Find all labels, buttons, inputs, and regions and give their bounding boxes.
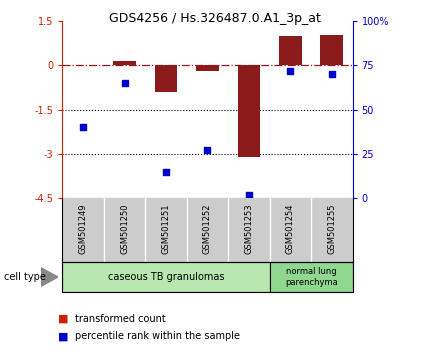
Text: GSM501255: GSM501255	[327, 204, 336, 254]
Bar	[196, 65, 219, 72]
Text: GSM501251: GSM501251	[162, 204, 171, 254]
Text: GSM501250: GSM501250	[120, 204, 129, 254]
Text: GSM501253: GSM501253	[244, 204, 253, 254]
Point	[80, 125, 86, 130]
Text: normal lung
parenchyma: normal lung parenchyma	[285, 267, 338, 287]
Point	[204, 148, 211, 153]
Bar	[270, 262, 353, 292]
Text: ■: ■	[58, 314, 68, 324]
Bar	[320, 34, 343, 65]
Point	[329, 72, 335, 77]
Point	[121, 80, 128, 86]
Text: GSM501252: GSM501252	[203, 204, 212, 254]
Bar	[279, 36, 302, 65]
Point	[163, 169, 169, 175]
Text: GSM501254: GSM501254	[286, 204, 295, 254]
Bar	[237, 65, 260, 157]
Text: GSM501249: GSM501249	[79, 204, 88, 254]
Polygon shape	[41, 268, 58, 286]
Text: GDS4256 / Hs.326487.0.A1_3p_at: GDS4256 / Hs.326487.0.A1_3p_at	[109, 12, 321, 25]
Text: transformed count: transformed count	[75, 314, 166, 324]
Bar	[155, 65, 178, 92]
Bar	[113, 61, 136, 65]
Text: caseous TB granulomas: caseous TB granulomas	[108, 272, 224, 282]
Point	[246, 192, 252, 198]
Bar	[62, 262, 270, 292]
Text: percentile rank within the sample: percentile rank within the sample	[75, 331, 240, 341]
Text: ■: ■	[58, 331, 68, 341]
Point	[287, 68, 294, 74]
Text: cell type: cell type	[4, 272, 46, 282]
